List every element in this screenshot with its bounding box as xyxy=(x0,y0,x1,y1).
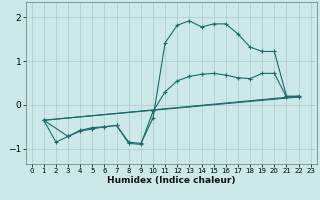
X-axis label: Humidex (Indice chaleur): Humidex (Indice chaleur) xyxy=(107,176,236,185)
